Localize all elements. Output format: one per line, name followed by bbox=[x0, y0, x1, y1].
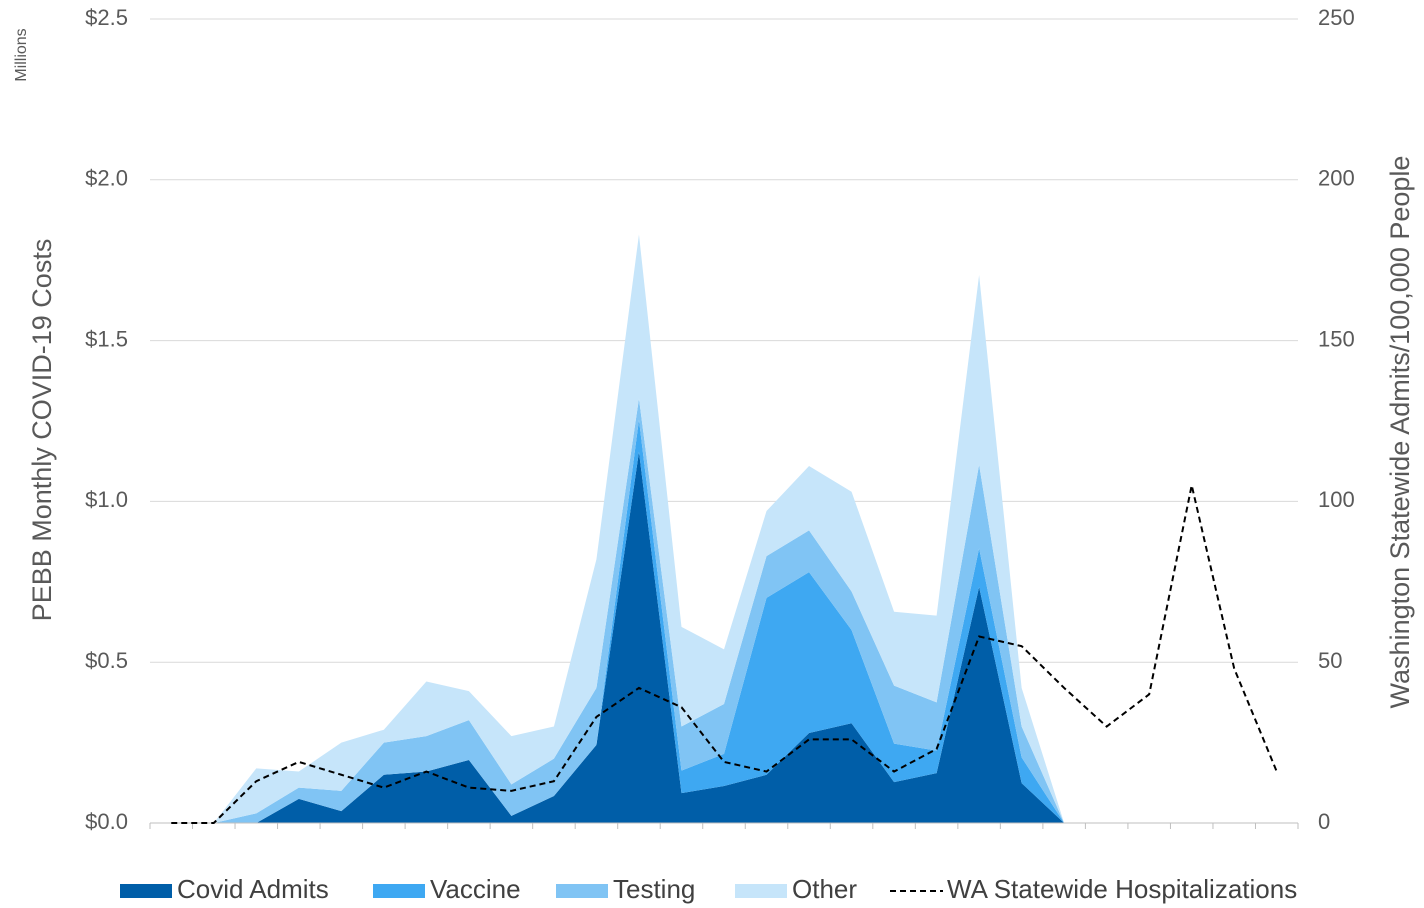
line bbox=[171, 485, 1278, 824]
y-tick-label: $2.0 bbox=[85, 166, 128, 191]
y2-tick-label: 100 bbox=[1318, 487, 1355, 512]
y2-tick-label: 0 bbox=[1318, 809, 1330, 834]
legend-swatch bbox=[120, 884, 172, 898]
y-tick-label: $2.5 bbox=[85, 5, 128, 30]
y2-tick-label: 250 bbox=[1318, 5, 1355, 30]
y2-tick-label: 50 bbox=[1318, 648, 1342, 673]
y2-tick-label: 150 bbox=[1318, 326, 1355, 351]
legend-label: Covid Admits bbox=[177, 874, 329, 904]
legend-label: WA Statewide Hospitalizations bbox=[947, 874, 1297, 904]
y-tick-label: $1.0 bbox=[85, 487, 128, 512]
area bbox=[171, 451, 1065, 823]
area bbox=[171, 234, 1065, 824]
legend-label: Vaccine bbox=[430, 874, 521, 904]
y2-axis-title: Washington Statewide Admits/100,000 Peop… bbox=[1385, 156, 1415, 709]
legend-label: Testing bbox=[613, 874, 695, 904]
y2-tick-label: 200 bbox=[1318, 166, 1355, 191]
legend-swatch bbox=[735, 884, 787, 898]
legend-label: Other bbox=[792, 874, 857, 904]
area bbox=[171, 419, 1065, 823]
legend-swatch bbox=[373, 884, 425, 898]
y-axis-title: PEBB Monthly COVID-19 Costs bbox=[27, 239, 57, 622]
y-tick-label: $0.5 bbox=[85, 648, 128, 673]
unit-label: Millions bbox=[13, 28, 30, 81]
legend-swatch bbox=[556, 884, 608, 898]
y-tick-label: $1.5 bbox=[85, 326, 128, 351]
y-tick-label: $0.0 bbox=[85, 809, 128, 834]
